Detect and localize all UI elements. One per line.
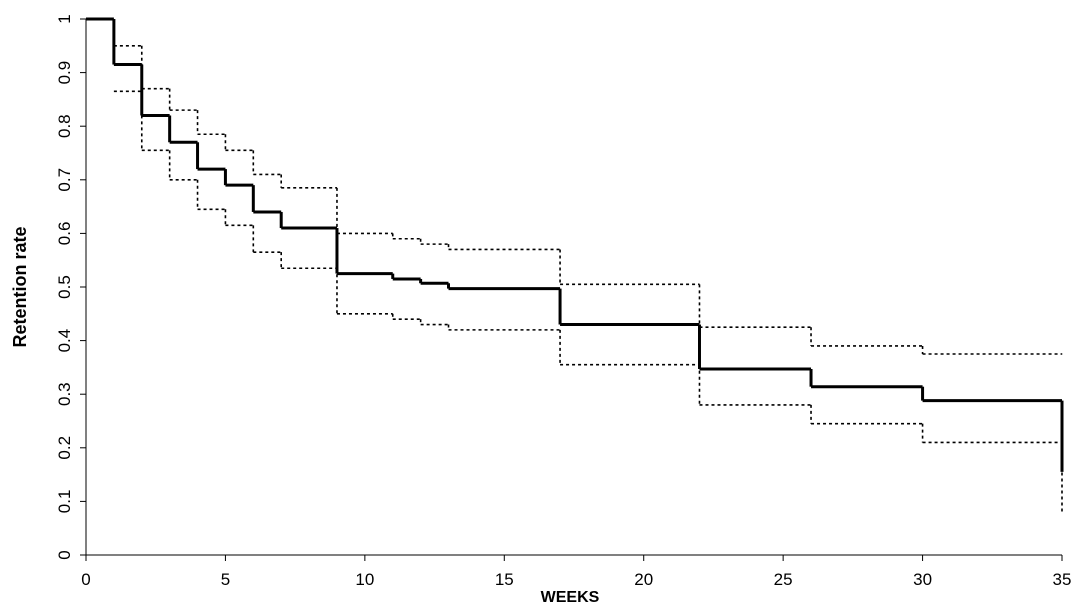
x-tick-label: 0 [81, 570, 90, 589]
x-tick-label: 35 [1053, 570, 1072, 589]
y-tick-label: 0.3 [55, 382, 74, 406]
y-tick-label: 0.1 [55, 490, 74, 514]
x-axis-label: WEEKS [541, 589, 600, 606]
y-tick-label: 0.9 [55, 61, 74, 85]
y-tick-label: 0.2 [55, 436, 74, 460]
y-tick-label: 0.7 [55, 168, 74, 192]
y-tick-label: 0.6 [55, 222, 74, 246]
y-tick-label: 0.5 [55, 275, 74, 299]
x-tick-label: 5 [221, 570, 230, 589]
x-tick-label: 10 [355, 570, 374, 589]
x-tick-label: 20 [634, 570, 653, 589]
y-axis-label: Retention rate [10, 226, 30, 347]
y-tick-label: 1 [55, 14, 74, 23]
x-tick-label: 15 [495, 570, 514, 589]
y-tick-label: 0 [55, 550, 74, 559]
x-tick-label: 30 [913, 570, 932, 589]
y-tick-label: 0.8 [55, 114, 74, 138]
x-tick-label: 25 [774, 570, 793, 589]
y-tick-label: 0.4 [55, 329, 74, 353]
